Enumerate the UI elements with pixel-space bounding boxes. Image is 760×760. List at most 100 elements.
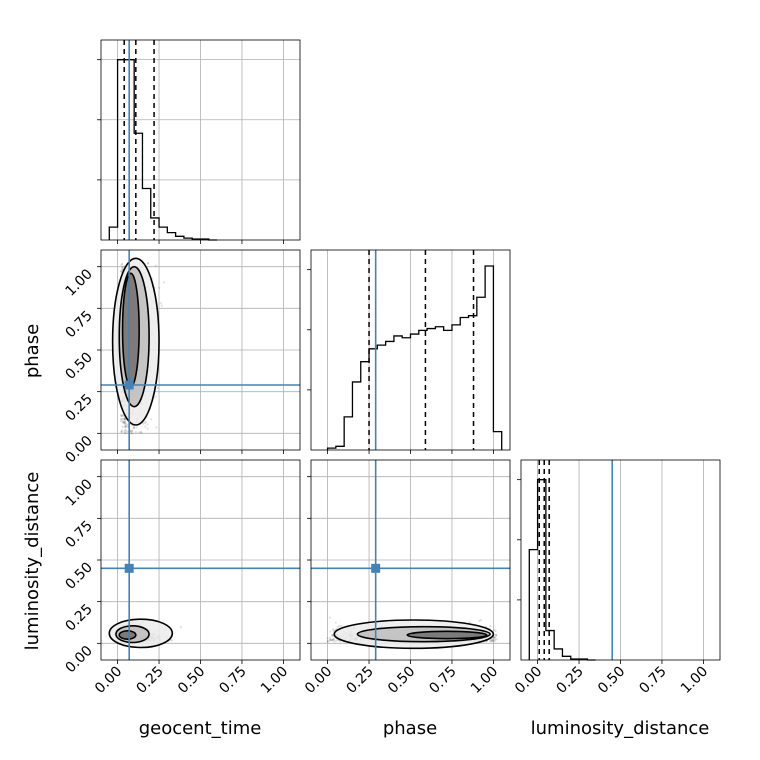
scatter-point xyxy=(121,420,124,423)
scatter-point xyxy=(490,638,493,641)
panel-border xyxy=(100,39,301,241)
scatter-point xyxy=(123,418,127,421)
xlabel-phase: phase xyxy=(383,718,437,739)
y-tick-label: 0.25 xyxy=(62,391,95,424)
scatter-point xyxy=(124,431,127,434)
scatter-point xyxy=(331,634,334,637)
scatter-point xyxy=(160,304,164,307)
scatter-point xyxy=(339,640,342,643)
scatter-point xyxy=(144,420,147,423)
scatter-point xyxy=(162,281,166,284)
y-tick-label: 0.25 xyxy=(62,601,95,634)
scatter-point xyxy=(119,270,123,273)
scatter-point xyxy=(328,637,332,640)
scatter-content xyxy=(108,618,183,649)
scatter-point xyxy=(122,421,125,424)
contour-level-2 xyxy=(121,272,140,388)
scatter-point xyxy=(125,430,128,433)
y-tick-label: 0.50 xyxy=(62,350,95,383)
x-tick-label: 0.25 xyxy=(554,664,587,697)
panel-border xyxy=(310,249,511,451)
scatter-point xyxy=(123,422,127,426)
scatter-point xyxy=(479,619,482,622)
scatter-point xyxy=(120,262,124,266)
scatter-point xyxy=(132,426,135,429)
scatter-point xyxy=(123,421,127,424)
scatter-point xyxy=(338,624,341,627)
scatter-point xyxy=(124,425,127,428)
scatter-point xyxy=(121,413,124,417)
x-tick-label: 1.00 xyxy=(468,664,501,697)
panel-border xyxy=(100,459,301,661)
scatter-point xyxy=(491,639,494,642)
scatter-point xyxy=(120,429,124,432)
scatter-point xyxy=(335,639,338,642)
scatter-point xyxy=(131,429,134,433)
scatter-panel-phase-luminosity_distance: 0.00 0.25 0.50 0.75 1.00 xyxy=(302,459,511,697)
truth-marker xyxy=(124,380,134,390)
scatter-point xyxy=(144,425,147,428)
scatter-point xyxy=(142,422,145,425)
scatter-point xyxy=(129,430,133,433)
scatter-point xyxy=(490,640,493,643)
scatter-point xyxy=(121,430,124,434)
scatter-point xyxy=(493,640,496,643)
x-tick-label: 0.00 xyxy=(302,664,335,697)
scatter-point xyxy=(146,423,149,426)
panel-border xyxy=(100,249,301,451)
scatter-panel-geocent_time-phase: 0.00 0.25 0.50 0.75 1.00 xyxy=(62,249,301,466)
scatter-point xyxy=(329,638,332,641)
scatter-point xyxy=(494,629,497,633)
scatter-point xyxy=(124,426,127,429)
scatter-point xyxy=(124,428,127,431)
scatter-point xyxy=(329,630,332,633)
contour-level-2 xyxy=(406,630,488,640)
scatter-point xyxy=(120,270,123,273)
scatter-point xyxy=(121,425,124,428)
xlabel-luminosity-distance: luminosity_distance xyxy=(531,718,710,739)
scatter-point xyxy=(119,413,123,417)
x-tick-label: 0.00 xyxy=(92,664,125,697)
scatter-point xyxy=(140,431,143,434)
scatter-point xyxy=(126,425,129,429)
scatter-point xyxy=(329,639,332,642)
scatter-point xyxy=(495,633,498,637)
y-tick-label: 0.00 xyxy=(62,433,95,466)
scatter-point xyxy=(333,640,336,643)
scatter-point xyxy=(120,430,123,433)
scatter-point xyxy=(123,429,126,433)
scatter-point xyxy=(154,395,157,399)
panel-border xyxy=(310,459,511,661)
scatter-point xyxy=(146,427,149,430)
y-tick-label: 1.00 xyxy=(62,266,95,299)
scatter-point xyxy=(488,640,492,643)
scatter-content xyxy=(326,616,498,650)
hist-panel-geocent_time xyxy=(97,39,301,244)
scatter-point xyxy=(121,266,124,269)
scatter-point xyxy=(491,638,494,641)
scatter-point xyxy=(493,636,496,639)
x-tick-label: 0.75 xyxy=(426,664,459,697)
x-tick-label: 0.25 xyxy=(344,664,377,697)
scatter-point xyxy=(493,628,496,632)
y-tick-label: 0.00 xyxy=(62,643,95,676)
scatter-point xyxy=(124,425,127,428)
x-tick-label: 0.75 xyxy=(636,664,669,697)
scatter-point xyxy=(156,386,159,389)
scatter-point xyxy=(154,264,157,267)
scatter-point xyxy=(491,639,494,642)
ylabel-phase: phase xyxy=(22,324,43,378)
scatter-point xyxy=(120,417,124,421)
scatter-point xyxy=(332,638,335,641)
panel-border xyxy=(520,459,721,661)
x-tick-label: 0.50 xyxy=(595,664,628,697)
truth-marker xyxy=(371,563,381,573)
scatter-point xyxy=(495,638,498,641)
xlabel-geocent-time: geocent_time xyxy=(139,718,262,739)
scatter-point xyxy=(122,418,125,421)
scatter-point xyxy=(326,640,329,643)
scatter-point xyxy=(132,427,136,430)
scatter-point xyxy=(158,286,161,290)
scatter-point xyxy=(133,426,136,429)
truth-marker xyxy=(124,563,134,573)
